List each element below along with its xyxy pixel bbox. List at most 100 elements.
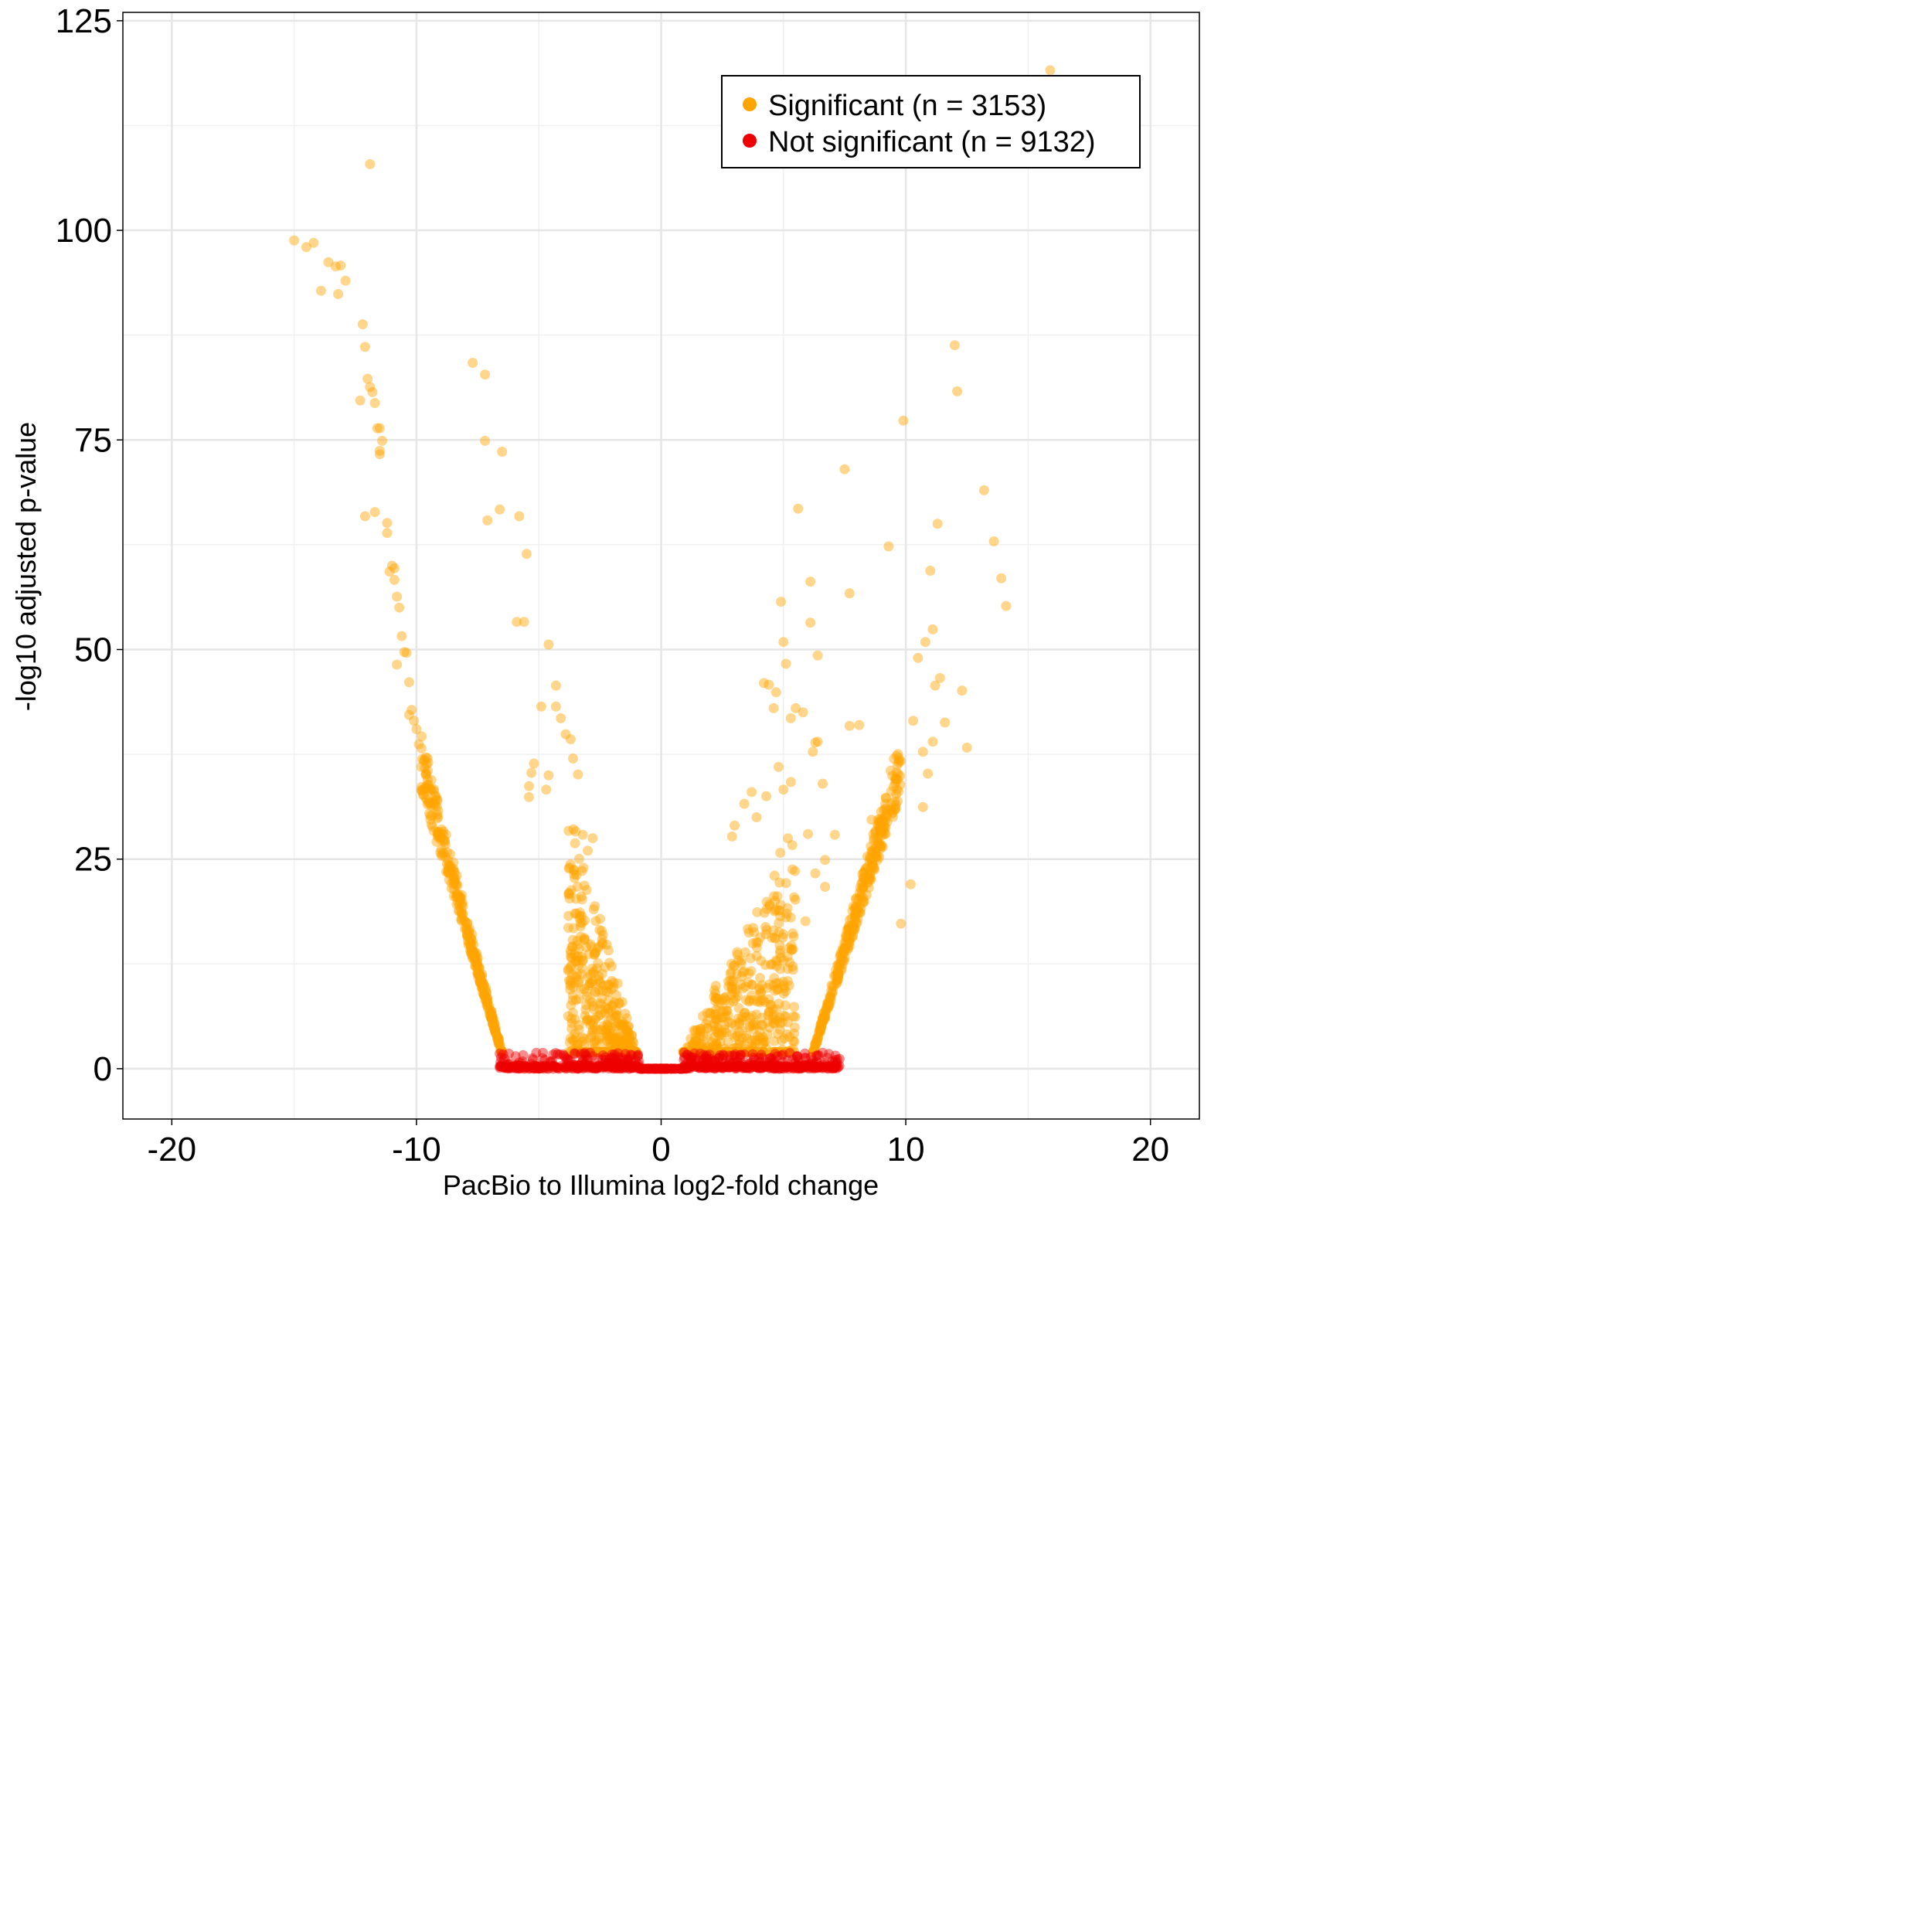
not-significant-point [791,1051,802,1062]
not-significant-point [662,1063,673,1074]
significant-point [580,1046,591,1057]
not-significant-point [736,1058,747,1069]
significant-point [696,1039,707,1049]
not-significant-point [733,1062,743,1073]
not-significant-point [685,1062,696,1073]
significant-point [624,1036,634,1046]
significant-point [759,1046,770,1057]
significant-point [737,1046,748,1057]
significant-point [594,924,605,935]
significant-point [576,1046,587,1057]
not-significant-point [635,1063,646,1074]
not-significant-point [587,1051,598,1062]
significant-point [472,968,483,978]
significant-point [772,985,783,995]
not-significant-point [577,1056,588,1066]
significant-point [611,1009,621,1020]
not-significant-point [514,1060,525,1071]
significant-point [858,883,869,893]
not-significant-point [658,1063,668,1074]
significant-point [770,687,781,698]
significant-point [628,1046,639,1057]
significant-point [577,917,587,928]
not-significant-point [815,1061,826,1072]
significant-point [832,968,843,978]
significant-point [880,798,891,809]
significant-point [486,1013,497,1024]
not-significant-point [645,1063,656,1074]
significant-point [827,988,838,998]
significant-point [587,1024,598,1035]
significant-point [479,991,490,1002]
significant-point [614,1046,624,1057]
not-significant-point [766,1061,777,1072]
significant-point [432,794,443,804]
not-significant-point [609,1063,620,1074]
significant-point [566,948,577,959]
significant-point [455,893,465,903]
not-significant-point [645,1063,655,1074]
significant-point [877,823,888,834]
not-significant-point [796,1062,807,1072]
not-significant-point [748,1060,758,1071]
not-significant-point [600,1057,611,1068]
not-significant-point [558,1049,569,1060]
significant-point [873,839,884,850]
significant-point [723,1046,734,1057]
not-significant-point [763,1060,774,1071]
significant-point [422,774,433,785]
not-significant-point [616,1062,627,1073]
not-significant-point [685,1057,696,1068]
significant-point [571,908,582,919]
not-significant-point [570,1049,580,1060]
not-significant-point [699,1062,710,1073]
not-significant-point [793,1063,804,1073]
significant-point [448,891,459,902]
not-significant-point [679,1063,689,1073]
not-significant-point [565,1060,575,1071]
significant-point [752,1031,763,1042]
significant-point [732,1042,743,1053]
significant-point [682,1042,693,1053]
significant-point [732,947,743,957]
significant-point [570,1044,580,1055]
not-significant-point [770,1063,781,1073]
significant-point [832,967,843,978]
significant-point [820,855,831,866]
significant-point [417,784,428,795]
not-significant-point [758,1062,768,1072]
significant-point [630,1046,641,1057]
not-significant-point [648,1063,659,1074]
significant-point [769,1019,780,1029]
y-tick-label: 50 [74,631,112,668]
not-significant-point [630,1056,641,1066]
significant-point [702,1022,713,1033]
significant-point [867,845,878,856]
significant-point [486,1013,497,1024]
not-significant-point [630,1062,641,1073]
significant-point [870,843,881,854]
significant-point [369,507,380,518]
significant-point [512,617,522,628]
significant-point [769,870,780,881]
significant-point [485,1006,495,1017]
not-significant-point [660,1063,671,1074]
significant-point [563,888,574,899]
significant-point [852,903,863,913]
not-significant-point [827,1063,838,1074]
not-significant-point [731,1063,742,1074]
significant-point [726,1046,736,1057]
significant-point [764,1022,775,1033]
significant-point [569,865,579,876]
significant-point [753,1046,764,1057]
significant-point [818,1013,828,1024]
significant-point [764,994,774,1005]
significant-point [736,1026,747,1036]
significant-point [451,889,462,900]
significant-point [421,794,432,804]
significant-point [696,1046,706,1057]
significant-point [460,917,471,927]
significant-point [869,835,879,845]
significant-point [433,828,444,839]
not-significant-point [702,1054,713,1065]
